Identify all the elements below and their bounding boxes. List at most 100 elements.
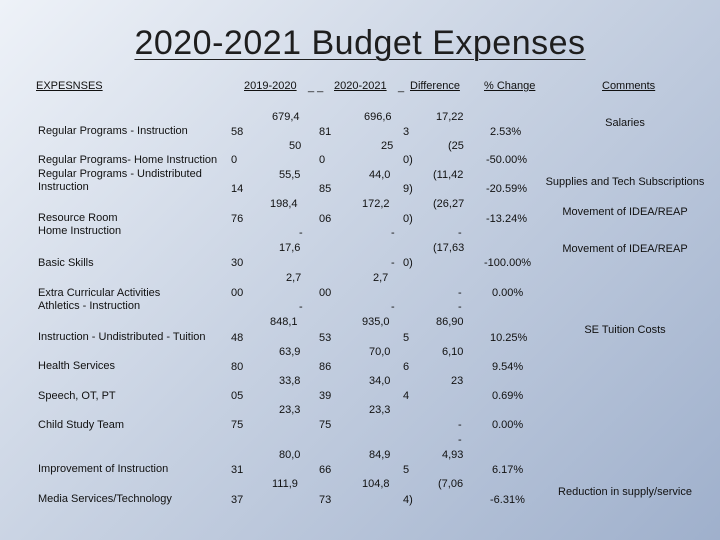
- pct-change: 0.00%: [492, 419, 524, 431]
- row-label: Improvement of Instruction: [38, 463, 169, 475]
- value-2019-part1: 111,9: [272, 478, 298, 490]
- value-2020-part1: 23,3: [369, 404, 391, 416]
- value-2020-part1: 70,0: [369, 346, 391, 358]
- value-2019-part2: 75: [231, 419, 244, 431]
- value-2019-part1: 848,1: [270, 316, 298, 328]
- value-2019-part1: 679,4: [272, 111, 300, 123]
- value-2019-part1: 2,7: [286, 272, 302, 284]
- row-label: Regular Programs - Undistributed Instruc…: [38, 168, 202, 193]
- value-2019-part1: 55,5: [279, 169, 301, 181]
- difference-part1: -: [458, 287, 462, 299]
- pct-change: 0.00%: [492, 287, 524, 299]
- difference-part2: 5: [403, 464, 410, 476]
- value-2020-part2: 86: [319, 361, 332, 373]
- header-expenses: EXPESNSES: [36, 80, 103, 92]
- dash: -: [299, 227, 303, 239]
- difference-part1: (17,63: [433, 242, 465, 254]
- value-2019-part2: 80: [231, 361, 244, 373]
- difference-part1: 23: [451, 375, 464, 387]
- dash: -: [458, 434, 462, 446]
- value-2020-part2: 06: [319, 213, 332, 225]
- value-2019-part2: 30: [231, 257, 244, 269]
- value-2020-part2: 81: [319, 126, 332, 138]
- difference-part2: 6: [403, 361, 410, 373]
- value-2020-part1: 172,2: [362, 198, 390, 210]
- value-2019-part2: 31: [231, 464, 244, 476]
- row-label: Speech, OT, PT: [38, 390, 116, 402]
- row-label: Health Services: [38, 360, 116, 372]
- pct-change: 2.53%: [490, 126, 522, 138]
- row-label: Extra Curricular Activities Athletics - …: [38, 287, 161, 312]
- difference-part1: 6,10: [442, 346, 464, 358]
- value-2020-part2: 0: [319, 154, 326, 166]
- difference-part2: 4): [403, 494, 413, 506]
- difference-part2: 5: [403, 332, 410, 344]
- value-2019-part2: 0: [231, 154, 238, 166]
- header-pct-change: % Change: [484, 80, 536, 92]
- row-label: Regular Programs- Home Instruction: [38, 154, 218, 166]
- difference-part2: 4: [403, 390, 410, 402]
- pct-change: -50.00%: [486, 154, 527, 166]
- value-2019-part1: 17,6: [279, 242, 301, 254]
- dash: -: [458, 227, 462, 239]
- value-2020-part2: 00: [319, 287, 332, 299]
- pct-change: 0.69%: [492, 390, 524, 402]
- pct-change: -6.31%: [490, 494, 525, 506]
- row-label: Instruction - Undistributed - Tuition: [38, 331, 206, 343]
- value-2020-part1: 25: [381, 140, 394, 152]
- difference-part2: 0): [403, 213, 413, 225]
- difference-part1: (11,42: [433, 169, 464, 181]
- value-2020-part1: 84,9: [369, 449, 391, 461]
- comment: Salaries: [605, 117, 645, 129]
- row-label: Resource Room Home Instruction: [38, 212, 122, 237]
- value-2020-part2: 75: [319, 419, 332, 431]
- value-2020-part2: 66: [319, 464, 332, 476]
- difference-part1: (26,27: [433, 198, 465, 210]
- value-2020-part1: 2,7: [373, 272, 389, 284]
- value-2019-part2: 48: [231, 332, 244, 344]
- comment: Movement of IDEA/REAP: [562, 243, 688, 255]
- difference-part1: (7,06: [438, 478, 464, 490]
- difference-part1: 86,90: [436, 316, 464, 328]
- dash: -: [458, 301, 462, 313]
- header-difference: Difference: [410, 80, 460, 92]
- pct-change: -20.59%: [486, 183, 527, 195]
- value-2020-part1: 696,6: [364, 111, 392, 123]
- difference-part2: 0): [403, 154, 413, 166]
- value-2019-part2: 58: [231, 126, 244, 138]
- dash: -: [391, 301, 395, 313]
- value-2019-part1: 198,4: [270, 198, 298, 210]
- value-2019-part2: 37: [231, 494, 244, 506]
- dash: -: [299, 301, 303, 313]
- value-2019-part1: 50: [289, 140, 302, 152]
- difference-part1: 17,22: [436, 111, 464, 123]
- difference-part1: (25: [448, 140, 464, 152]
- dash: -: [391, 227, 395, 239]
- page-title: 2020-2021 Budget Expenses: [134, 24, 586, 62]
- row-label: Child Study Team: [38, 419, 125, 431]
- pct-change: 10.25%: [490, 332, 528, 344]
- value-2020-part1: 935,0: [362, 316, 390, 328]
- value-2020-part2: 39: [319, 390, 332, 402]
- value-2020-part2: 85: [319, 183, 332, 195]
- value-2019-part1: 23,3: [279, 404, 301, 416]
- value-2019-part2: 14: [231, 183, 244, 195]
- value-2020-part1: 104,8: [362, 478, 390, 490]
- difference-part1: -: [458, 419, 462, 431]
- row-label: Regular Programs - Instruction: [38, 125, 188, 137]
- value-2020-part1: -: [391, 257, 395, 269]
- difference-part2: 0): [403, 257, 413, 269]
- comment: Movement of IDEA/REAP: [562, 206, 688, 218]
- value-2019-part2: 76: [231, 213, 244, 225]
- value-2019-part2: 05: [231, 390, 244, 402]
- row-label: Media Services/Technology: [38, 493, 172, 505]
- difference-part2: 9): [403, 183, 413, 195]
- pct-change: 6.17%: [492, 464, 524, 476]
- value-2020-part1: 44,0: [369, 169, 391, 181]
- comment: SE Tuition Costs: [584, 324, 666, 336]
- pct-change: -13.24%: [486, 213, 527, 225]
- row-label: Basic Skills: [38, 257, 94, 269]
- header-divider: _: [398, 81, 405, 93]
- difference-part2: 3: [403, 126, 410, 138]
- value-2019-part1: 33,8: [279, 375, 301, 387]
